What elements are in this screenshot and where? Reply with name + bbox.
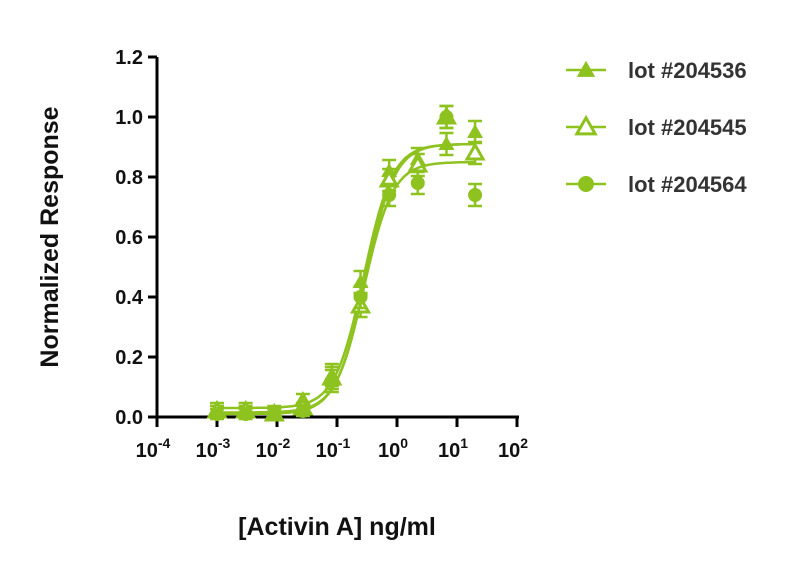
legend-label: lot #204564	[628, 172, 747, 197]
data-point-open-triangle	[574, 114, 598, 136]
fit-curve	[217, 160, 475, 416]
data-point-circle	[324, 374, 339, 388]
legend-label: lot #204545	[628, 115, 747, 140]
x-tick-label: 10-2	[256, 435, 291, 462]
fit-curve	[217, 142, 475, 410]
y-tick-label: 0.4	[115, 287, 144, 309]
y-tick-label: 1.2	[115, 47, 143, 69]
data-point-filled-triangle	[467, 124, 484, 138]
y-tick-label: 0.8	[115, 167, 143, 189]
data-point-circle	[382, 188, 397, 202]
data-point-circle	[578, 176, 594, 192]
data-point-circle	[267, 407, 282, 421]
y-tick-label: 0.2	[115, 347, 143, 369]
y-tick-label: 0.6	[115, 227, 143, 249]
data-point-circle	[210, 407, 224, 421]
data-point-circle	[353, 290, 368, 304]
fit-curve	[217, 142, 476, 414]
x-axis-label: [Activin A] ng/ml	[238, 513, 436, 541]
y-axis-label: Normalized Response	[36, 106, 64, 367]
x-tick-label: 10-4	[136, 435, 171, 462]
data-point-filled-triangle	[576, 60, 596, 77]
y-tick-label: 0.0	[115, 407, 143, 429]
x-tick-label: 100	[378, 435, 408, 462]
x-tick-label: 102	[498, 435, 528, 462]
legend-label: lot #204536	[628, 58, 747, 83]
x-tick-label: 101	[438, 435, 468, 462]
data-point-circle	[468, 188, 483, 202]
y-tick-label: 1.0	[115, 107, 143, 129]
data-point-filled-triangle	[438, 136, 455, 150]
x-tick-label: 10-1	[316, 435, 351, 462]
x-tick-label: 10-3	[196, 435, 231, 462]
data-point-circle	[439, 110, 454, 124]
data-point-open-triangle	[464, 141, 486, 161]
data-point-circle	[238, 407, 253, 421]
data-point-circle	[295, 404, 310, 418]
data-point-circle	[410, 176, 425, 190]
